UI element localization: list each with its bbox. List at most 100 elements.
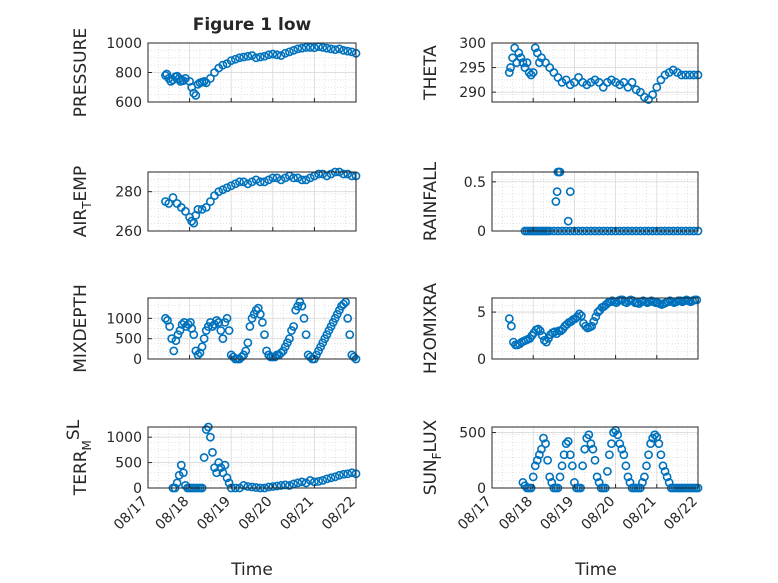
y-axis-label: THETA — [421, 45, 441, 101]
data-point — [563, 216, 573, 226]
data-point — [343, 313, 353, 323]
data-point — [297, 301, 307, 311]
data-point — [212, 468, 222, 478]
data-point — [526, 70, 536, 80]
x-tick-label: 08/22 — [661, 494, 701, 534]
data-point — [349, 352, 359, 362]
data-point — [677, 70, 686, 80]
data-point — [615, 439, 625, 449]
data-point — [268, 482, 278, 491]
data-point — [607, 439, 616, 449]
data-point — [642, 461, 651, 471]
data-point — [178, 76, 188, 86]
data-point — [506, 321, 516, 331]
data-point — [689, 70, 699, 80]
data-point — [318, 169, 328, 179]
data-point — [260, 51, 269, 61]
data-point — [504, 314, 514, 324]
data-point — [528, 472, 538, 482]
data-point — [539, 335, 549, 345]
axes-box — [147, 426, 357, 489]
y-tick-label: 1000 — [106, 311, 142, 327]
data-point — [555, 472, 565, 482]
data-point — [524, 68, 534, 77]
data-point — [276, 175, 286, 185]
subplot-h2omixra: 0 5 H2OMIXRA — [421, 283, 702, 374]
data-point — [224, 478, 234, 488]
data-point — [197, 342, 207, 352]
y-tick-label: 500 — [459, 426, 486, 442]
data-point — [343, 169, 353, 179]
data-point — [199, 334, 209, 344]
data-point — [565, 187, 575, 197]
data-point — [214, 187, 224, 197]
x-tick-label: 08/21 — [620, 494, 660, 534]
data-point — [532, 455, 542, 465]
data-point — [230, 54, 240, 64]
data-point — [235, 177, 244, 187]
data-point — [339, 45, 348, 55]
data-point — [272, 173, 282, 183]
data-point — [660, 466, 670, 476]
data-point — [181, 206, 190, 216]
y-tick-label: 300 — [459, 36, 486, 52]
data-point — [239, 481, 249, 490]
x-tick-label: 08/22 — [319, 494, 359, 534]
data-point — [210, 463, 219, 473]
data-point — [640, 472, 649, 482]
data-point — [178, 468, 188, 478]
data-point — [201, 202, 211, 212]
y-tick-label: 0 — [477, 224, 486, 240]
data-point — [255, 309, 265, 319]
data-point — [293, 478, 303, 488]
figure-title: Figure 1 low — [193, 15, 312, 35]
data-point — [205, 197, 215, 206]
data-point — [218, 60, 228, 70]
data-point — [293, 44, 303, 54]
data-point — [272, 481, 282, 491]
data-point — [347, 47, 357, 57]
data-point — [226, 181, 236, 191]
data-point — [165, 322, 175, 331]
data-point — [602, 466, 612, 476]
data-point — [172, 478, 182, 488]
y-tick-label: 0 — [477, 352, 486, 368]
data-point — [533, 324, 543, 334]
data-point — [504, 68, 514, 77]
data-point — [648, 90, 658, 100]
data-point — [334, 470, 344, 480]
data-point — [314, 476, 323, 486]
data-point — [347, 468, 357, 478]
y-tick-label: 0 — [477, 481, 486, 497]
y-tick-label: 800 — [115, 66, 142, 82]
data-point — [516, 53, 526, 63]
data-point — [247, 177, 257, 187]
data-point — [264, 482, 274, 492]
data-point — [251, 53, 261, 63]
data-point — [218, 185, 228, 195]
y-axis-label: MIXDEPTH — [71, 284, 91, 373]
data-point — [191, 90, 201, 100]
data-point — [218, 468, 228, 478]
data-point — [322, 474, 332, 484]
data-point — [255, 52, 265, 62]
y-tick-label: 1000 — [106, 430, 142, 446]
data-point — [658, 461, 668, 471]
data-point — [561, 439, 571, 449]
data-point — [285, 47, 294, 57]
y-tick-label: 5 — [477, 305, 486, 321]
data-point — [280, 48, 290, 58]
data-point — [514, 48, 524, 58]
data-point — [681, 70, 691, 80]
data-point — [162, 69, 172, 79]
data-point — [222, 473, 232, 483]
data-point — [293, 173, 303, 183]
data-point — [594, 478, 604, 487]
data-point — [664, 478, 674, 487]
axes-box — [491, 42, 699, 103]
data-point — [189, 218, 199, 228]
data-point — [214, 317, 224, 327]
data-point — [543, 455, 553, 465]
x-tick-label: 08/19 — [194, 494, 234, 534]
data-point — [588, 444, 598, 454]
